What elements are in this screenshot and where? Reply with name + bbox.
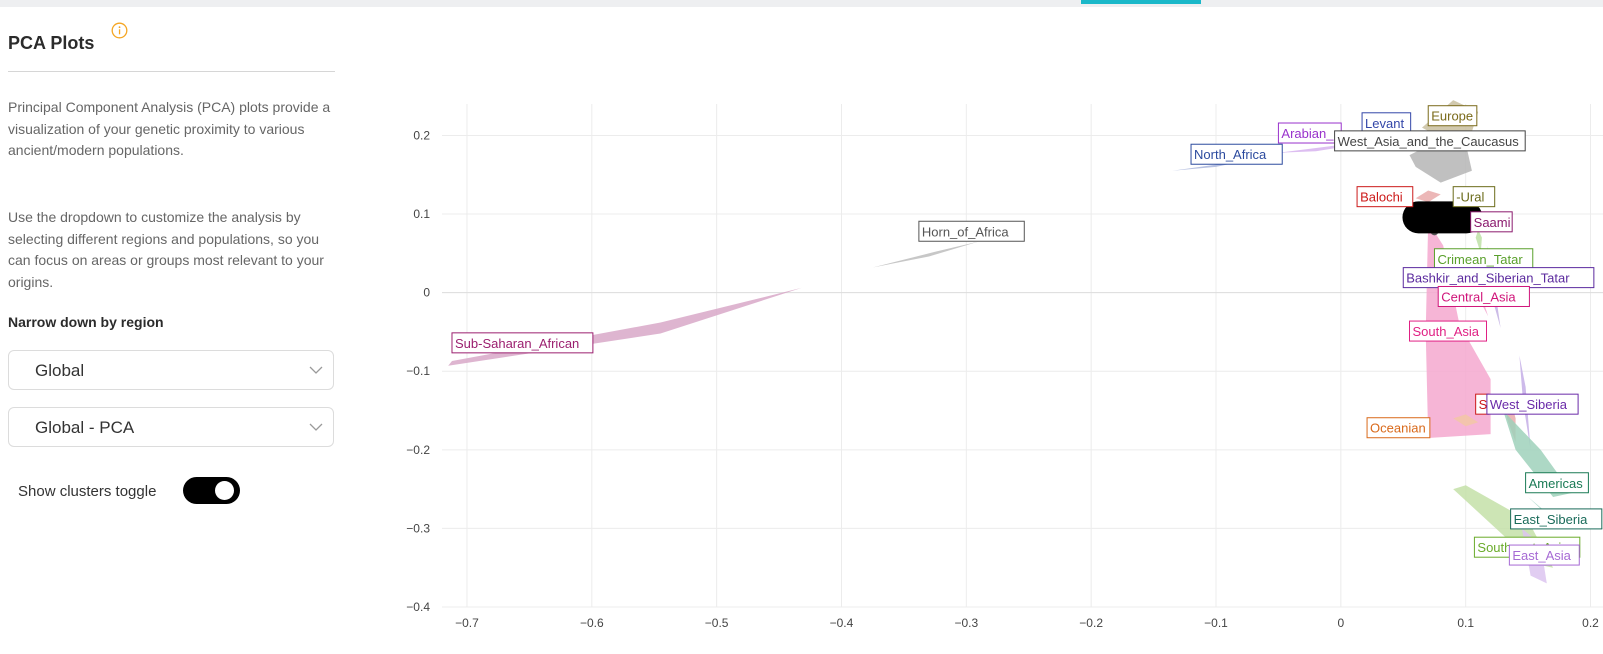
x-tick-label: −0.7 [455, 616, 479, 630]
cluster-label: East_Siberia [1514, 512, 1588, 527]
cluster-label-box [1190, 143, 1283, 165]
cluster-label: Oceanian [1370, 421, 1426, 436]
analysis-select-value: Global - PCA [35, 418, 135, 437]
region-select-value: Global [35, 361, 85, 380]
pca-chart[interactable]: −0.7 −0.6 −0.5 −0.4 −0.3 −0.2 −0.1 0 0.1 0.2 0.2 0.… [362, 7, 1603, 654]
cluster-hull [448, 287, 802, 366]
top-tab-bar [0, 0, 1603, 7]
plot-area: −0.7 −0.6 −0.5 −0.4 −0.3 −0.2 −0.1 0 0.1 0.2 0.2 0.… [362, 7, 1603, 654]
cluster-label: Central_Asia [1441, 289, 1516, 304]
cluster-label: Bashkir_and_Siberian_Tatar [1406, 271, 1570, 286]
page-title: PCA Plots [8, 33, 95, 53]
toggle-knob[interactable] [215, 481, 234, 500]
cluster-hull [1475, 229, 1482, 254]
cluster-label: South_Asia [1413, 324, 1480, 339]
x-tick-label: −0.3 [954, 616, 978, 630]
cluster-label-box [451, 332, 594, 354]
title-divider [8, 71, 335, 72]
cluster-label-box [1486, 393, 1579, 415]
clusters-toggle-label: Show clusters toggle [18, 483, 157, 500]
x-tick-label: −0.5 [705, 616, 729, 630]
x-tick-label: −0.1 [1204, 616, 1228, 630]
narrow-region-label: Narrow down by region [8, 314, 164, 330]
cluster-label-box [1452, 186, 1496, 208]
cluster-label: Crimean_Tatar [1437, 252, 1523, 267]
cluster-label-box [1356, 186, 1414, 208]
cluster-label: S [1479, 397, 1488, 412]
cluster-label: Europe [1431, 109, 1473, 124]
cluster-label-box [1525, 472, 1589, 494]
cluster-label: East_Asia [1512, 548, 1571, 563]
cluster-label: Horn_of_Africa [922, 224, 1009, 239]
cluster-label: -Ural [1456, 190, 1484, 205]
analysis-select[interactable]: Global - PCA [8, 407, 334, 447]
cluster-label-box [1470, 211, 1513, 233]
instructions-paragraph: Use the dropdown to customize the analys… [8, 209, 324, 290]
y-tick-label: 0.2 [413, 128, 430, 142]
cluster-label-box [1427, 105, 1478, 127]
x-tick-label: −0.6 [580, 616, 604, 630]
redacted-marker [1402, 201, 1483, 234]
cluster-label: Americas [1529, 476, 1584, 491]
chevron-down-icon [309, 423, 323, 431]
sidebar: PCA Plots Principal Component Analysis (… [0, 7, 362, 654]
cluster-label-box [1409, 320, 1487, 342]
cluster-hull [1415, 190, 1441, 203]
active-tab-indicator[interactable] [1081, 0, 1201, 4]
cluster-hull [872, 241, 979, 268]
cluster-label-box [918, 220, 1025, 242]
cluster-label: Arabian_ [1281, 126, 1334, 141]
cluster-label: North_Africa [1194, 147, 1267, 162]
y-tick-label: −0.3 [406, 521, 430, 535]
x-tick-label: 0 [1337, 616, 1344, 630]
cluster-label: Sub-Saharan_African [455, 336, 579, 351]
cluster-label: West_Asia_and_the_Caucasus [1338, 134, 1520, 149]
description-paragraph: Principal Component Analysis (PCA) plots… [8, 99, 331, 158]
cluster-label: Saami [1474, 215, 1511, 230]
x-tick-label: −0.2 [1079, 616, 1103, 630]
x-tick-label: −0.4 [830, 616, 854, 630]
info-circle-icon[interactable] [111, 22, 128, 39]
y-tick-label: −0.2 [406, 443, 430, 457]
x-tick-label: 0.2 [1582, 616, 1599, 630]
cluster-label-box [1510, 508, 1603, 530]
y-tick-label: −0.1 [406, 364, 430, 378]
cluster-label-box [1437, 285, 1530, 307]
y-tick-label: 0.1 [413, 207, 430, 221]
y-tick-label: −0.4 [406, 600, 430, 614]
y-tick-label: 0 [423, 286, 430, 300]
cluster-label: West_Siberia [1490, 397, 1568, 412]
cluster-hull [1453, 414, 1479, 427]
cluster-label: Levant [1365, 116, 1404, 131]
cluster-label: Balochi [1360, 190, 1403, 205]
clusters-toggle[interactable] [183, 477, 240, 504]
region-select[interactable]: Global [8, 350, 334, 390]
cluster-label-box [1366, 417, 1431, 439]
cluster-label-box [1508, 544, 1580, 566]
x-tick-label: 0.1 [1457, 616, 1474, 630]
chevron-down-icon [309, 366, 323, 374]
cluster-label-box [1334, 130, 1526, 152]
